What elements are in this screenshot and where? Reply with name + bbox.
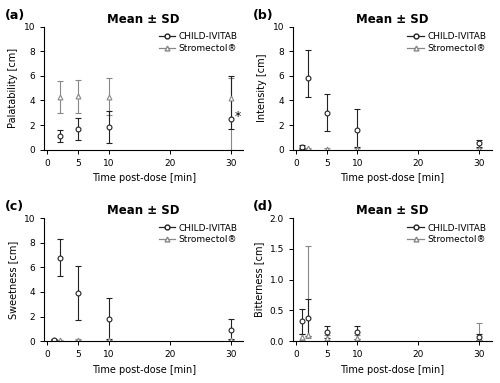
Y-axis label: Bitterness [cm]: Bitterness [cm] [254,242,264,318]
Title: Mean ± SD: Mean ± SD [108,13,180,26]
Y-axis label: Intensity [cm]: Intensity [cm] [257,54,267,123]
Text: (d): (d) [254,200,274,213]
X-axis label: Time post-dose [min]: Time post-dose [min] [340,173,444,183]
Title: Mean ± SD: Mean ± SD [356,204,428,217]
X-axis label: Time post-dose [min]: Time post-dose [min] [340,365,444,375]
Text: (a): (a) [4,9,25,22]
Legend: CHILD-IVITAB, Stromectol®: CHILD-IVITAB, Stromectol® [404,28,490,56]
Text: *: * [234,110,240,123]
Text: (b): (b) [254,9,274,22]
Title: Mean ± SD: Mean ± SD [108,204,180,217]
X-axis label: Time post-dose [min]: Time post-dose [min] [92,173,196,183]
Text: (c): (c) [4,200,24,213]
Y-axis label: Palatability [cm]: Palatability [cm] [8,48,18,128]
Legend: CHILD-IVITAB, Stromectol®: CHILD-IVITAB, Stromectol® [404,220,490,248]
X-axis label: Time post-dose [min]: Time post-dose [min] [92,365,196,375]
Title: Mean ± SD: Mean ± SD [356,13,428,26]
Y-axis label: Sweetness [cm]: Sweetness [cm] [8,241,18,319]
Legend: CHILD-IVITAB, Stromectol®: CHILD-IVITAB, Stromectol® [155,220,241,248]
Legend: CHILD-IVITAB, Stromectol®: CHILD-IVITAB, Stromectol® [155,28,241,56]
